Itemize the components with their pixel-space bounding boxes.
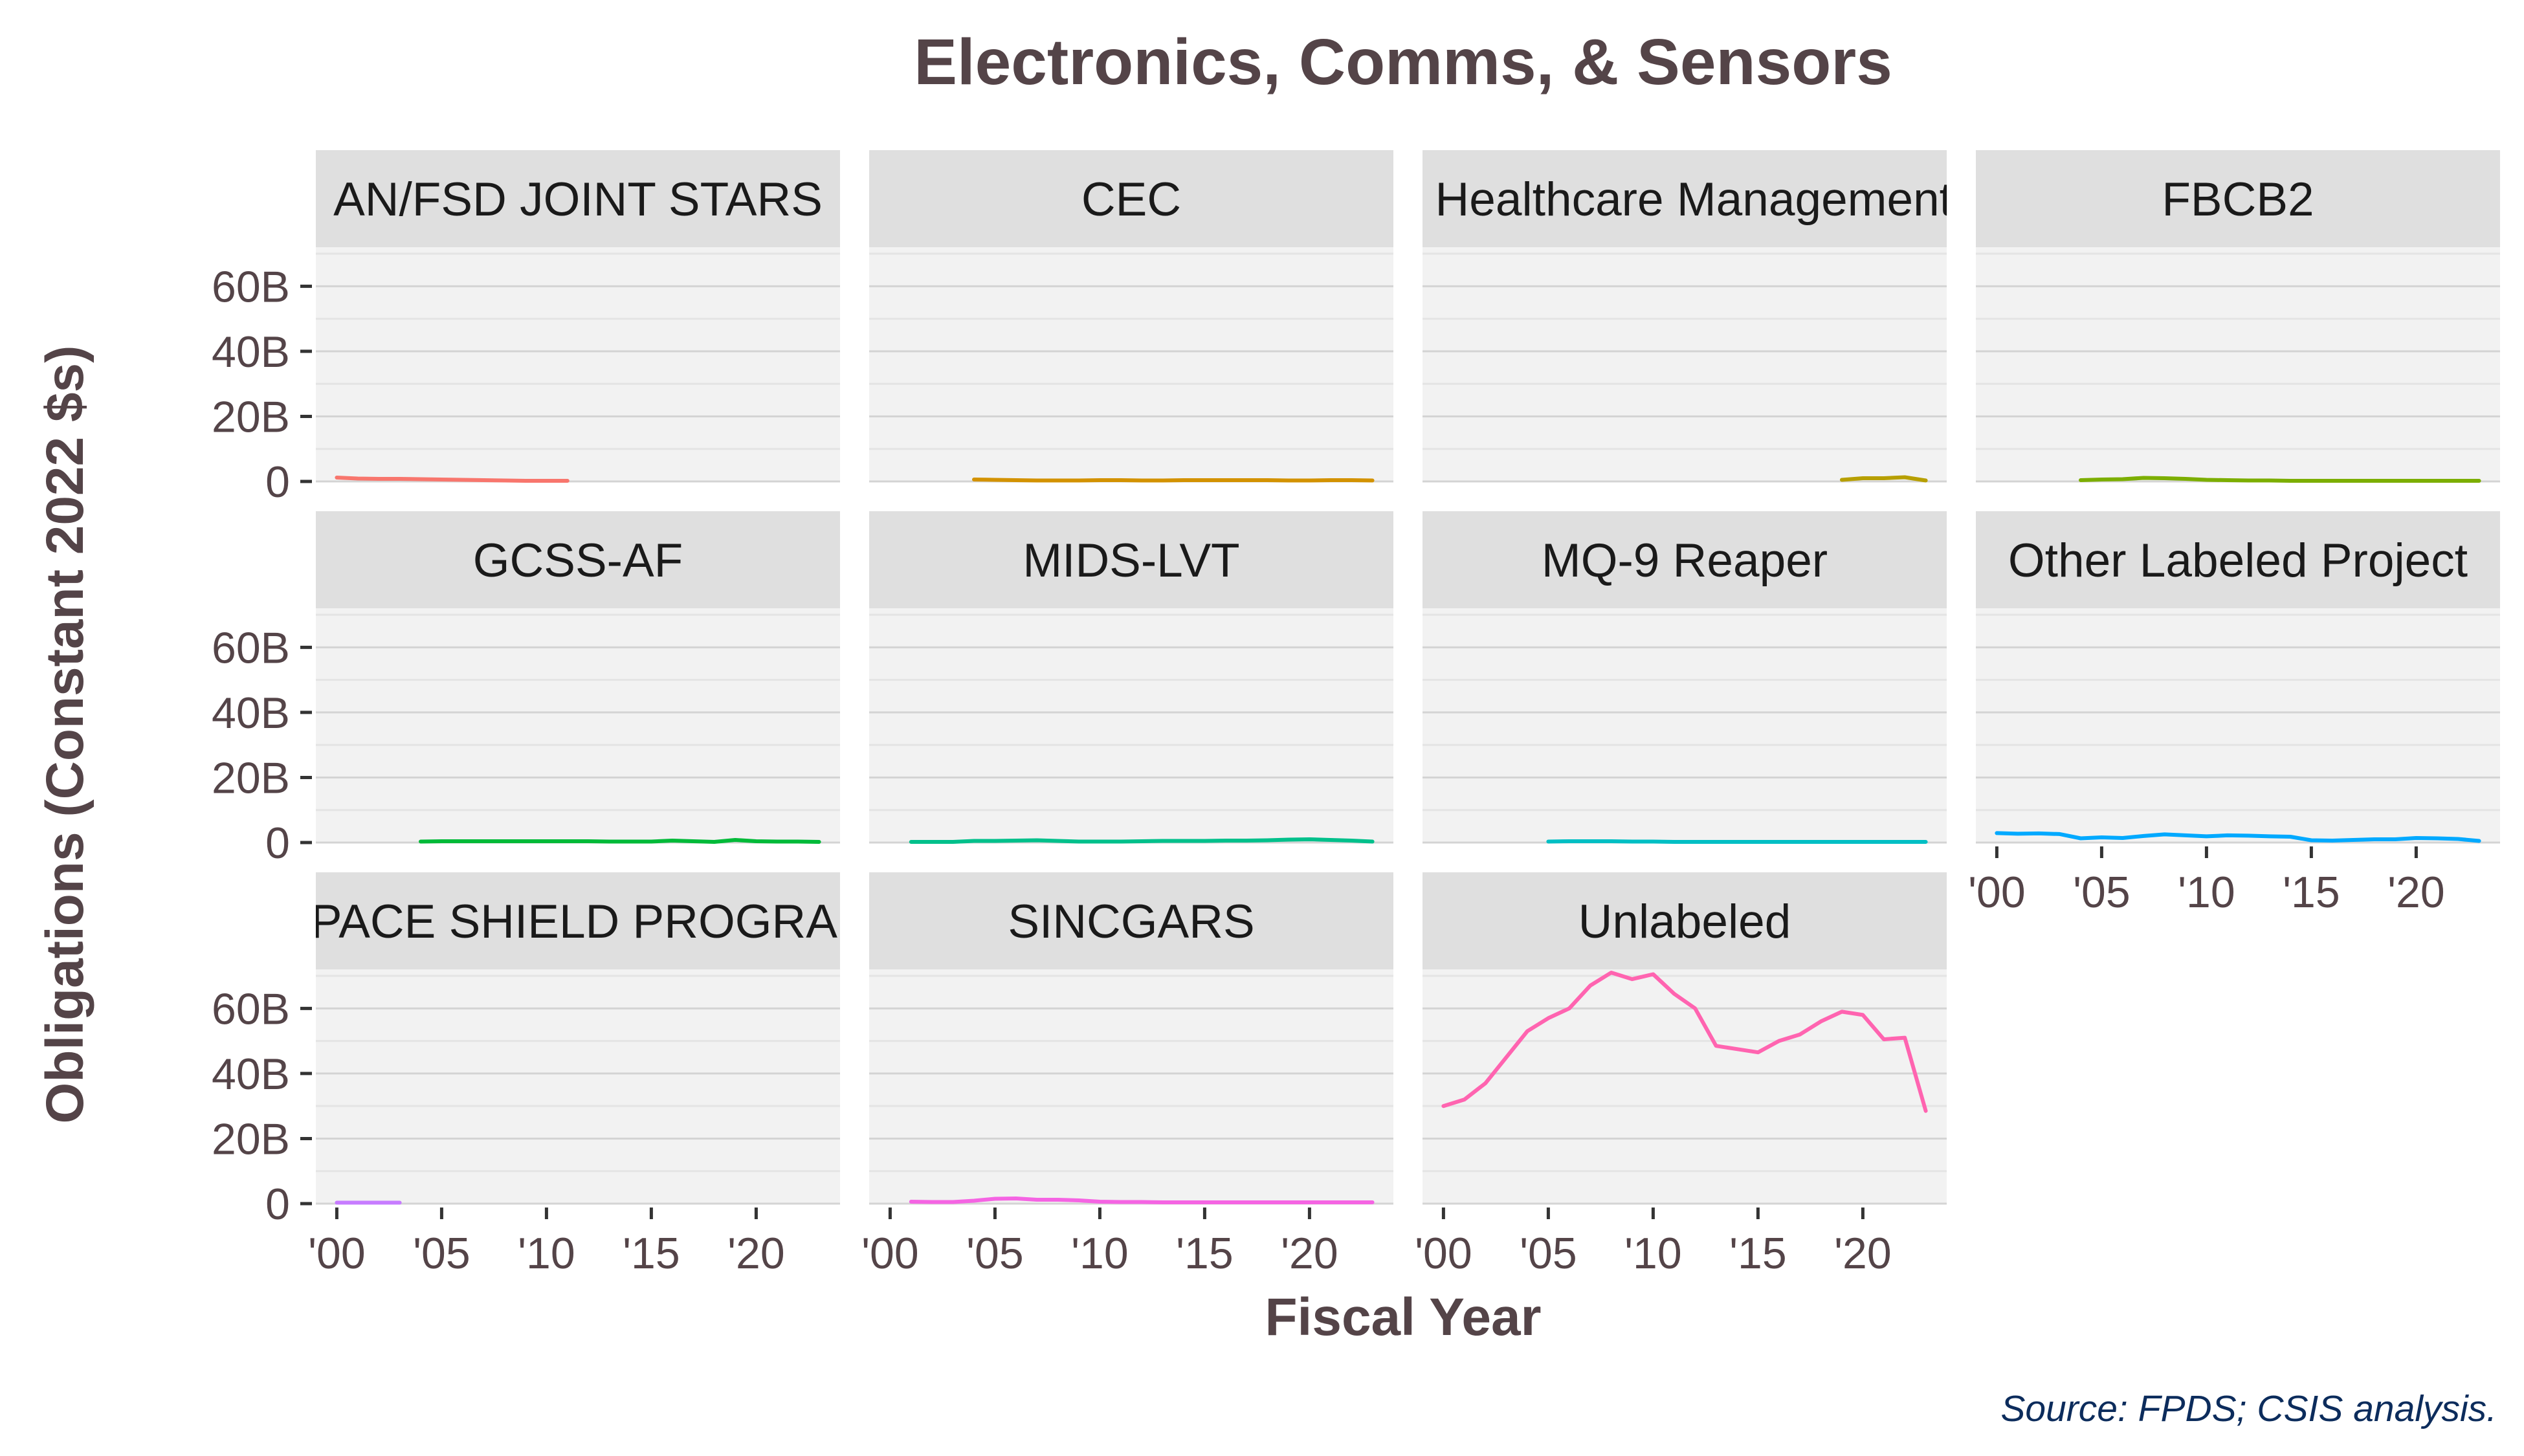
facet-strip-label: Unlabeled [1578,896,1791,948]
facet-panel: AN/FSD JOINT STARS 0 20B 40B 60B [212,150,840,507]
facet-strip [316,872,840,969]
y-tick-label: 60B [212,262,290,311]
x-tick-label: '15 [1176,1229,1234,1278]
facet-strip-label: MIDS-LVT [1023,535,1239,587]
facet-panel: Unlabeled '00 '05 '10 '15 '20 [1415,872,1947,1278]
facet-strip [316,511,840,608]
series-line [1441,971,1928,1113]
series-line [909,837,1375,844]
chart-title: Electronics, Comms, & Sensors [914,26,1892,98]
x-tick-label: '05 [1520,1229,1577,1278]
x-tick-label: '10 [518,1229,575,1278]
series-line [1840,475,1928,483]
facet-strip-label: MQ-9 Reaper [1542,535,1828,587]
y-tick-label: 60B [212,623,290,672]
y-tick-label: 20B [212,1114,290,1164]
y-tick-label: 40B [212,1050,290,1099]
x-tick-label: '15 [2283,868,2340,917]
y-axis-title: Obligations (Constant 2022 $s) [36,346,94,1124]
x-axis-title: Fiscal Year [1265,1288,1541,1347]
x-tick-label: '10 [1624,1229,1682,1278]
series-line [2079,476,2481,483]
x-tick-label: '05 [413,1229,470,1278]
y-tick-label: 40B [212,327,290,377]
facet-strip-label: AN/FSD JOINT STARS [333,173,823,226]
facet-strip [1423,872,1947,969]
panel-background [1423,247,1947,481]
facet-strip [1423,511,1947,608]
y-tick-label: 40B [212,689,290,738]
facet-strip [316,150,840,247]
facet-strip-label: FBCB2 [2162,173,2314,226]
facet-strip-label: SINCGARS [1008,896,1254,948]
facet-panel: Defense Healthcare Management System [1246,150,2123,483]
x-tick-label: '00 [308,1229,366,1278]
panel-background [869,969,1393,1204]
y-tick-label: 0 [265,819,290,868]
x-tick-label: '20 [1281,1229,1338,1278]
x-tick-label: '00 [861,1229,919,1278]
facet-strip [869,872,1393,969]
facet-panel: Other Labeled Project '00 '05 '10 '15 '20 [1968,511,2500,917]
panel-background [869,608,1393,843]
panel-background [1423,969,1947,1204]
facet-strip-label: GCSS-AF [473,535,683,587]
facet-panel: SPACE SHIELD PROGRAM 0 20B 40B 60B '00 '05 '10 '… [212,872,877,1278]
panel-background [316,247,840,481]
x-tick-label: '20 [1834,1229,1892,1278]
facet-strip [1423,150,1947,247]
panel-background [316,969,840,1204]
y-tick-label: 0 [265,458,290,507]
facet-strip-label: Other Labeled Project [2008,535,2468,587]
facet-panel: CEC [869,150,1393,483]
facet-strip [869,511,1393,608]
x-tick-label: '20 [2387,868,2445,917]
facet-panel: MIDS-LVT [869,511,1393,844]
facet-strip [1976,150,2500,247]
panel-background [869,247,1393,481]
x-tick-label: '05 [966,1229,1024,1278]
facet-strip-label: SPACE SHIELD PROGRAM [279,896,877,948]
facet-strip-label: Defense Healthcare Management System [1246,173,2123,226]
x-tick-label: '05 [2073,868,2131,917]
x-tick-label: '20 [727,1229,785,1278]
source-note: Source: FPDS; CSIS analysis. [2000,1388,2497,1429]
panel-background [316,608,840,843]
y-tick-label: 20B [212,753,290,802]
x-tick-label: '15 [623,1229,680,1278]
y-tick-label: 60B [212,984,290,1033]
facet-panel: GCSS-AF 0 20B 40B 60B [212,511,840,868]
x-tick-label: '10 [2178,868,2235,917]
y-tick-label: 0 [265,1180,290,1229]
x-tick-label: '15 [1729,1229,1787,1278]
facet-panel: SINCGARS '00 '05 '10 '15 '20 [861,872,1393,1278]
facet-panel: FBCB2 [1976,150,2500,483]
facet-panel: MQ-9 Reaper [1423,511,1947,844]
x-tick-label: '00 [1968,868,2026,917]
series-line [1995,831,2481,843]
y-tick-label: 20B [212,392,290,441]
series-line [419,838,821,844]
panel-background [1976,247,2500,481]
series-line [1546,839,1928,844]
panel-background [1976,608,2500,843]
facet-strip [869,150,1393,247]
series-line [335,476,570,483]
facet-panels: AN/FSD JOINT STARS 0 20B 40B 60B CEC Defense H… [212,150,2500,1278]
facet-strip-label: CEC [1081,173,1181,226]
series-line [972,478,1375,483]
panel-background [1423,608,1947,843]
x-tick-label: '00 [1415,1229,1472,1278]
series-line [909,1197,1375,1204]
x-tick-label: '10 [1071,1229,1129,1278]
facet-strip [1976,511,2500,608]
